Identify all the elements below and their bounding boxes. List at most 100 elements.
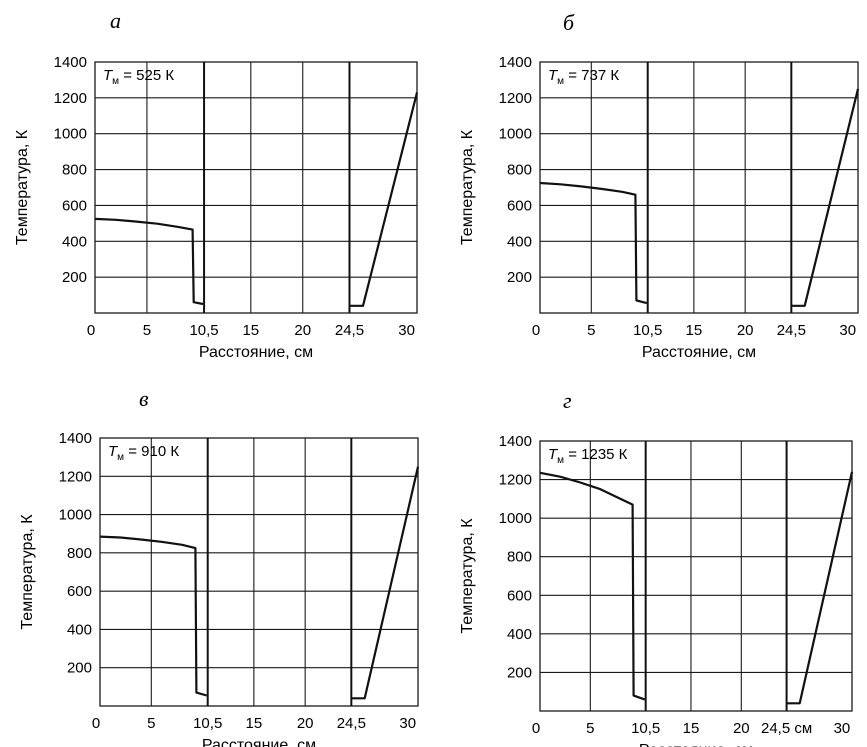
y-tick-label: 400	[507, 233, 532, 250]
x-tick-label: 30	[398, 322, 415, 339]
y-axis-label: Температура, К	[459, 518, 476, 634]
x-tick-label: 0	[532, 322, 540, 339]
plot-frame	[99, 437, 419, 707]
x-tick-label: 15	[686, 322, 703, 339]
x-tick-label: 10,5	[633, 322, 662, 339]
chart-panel-4: г 200 400 600 800 1000 1200 1400 0 5 10,5 15 20 24,5 …	[459, 388, 854, 747]
tm-annotation: Tм = 737 К	[548, 67, 619, 87]
y-tick-label: 800	[507, 549, 532, 566]
y-tick-label: 600	[507, 587, 532, 604]
plot-frame	[94, 61, 418, 314]
y-axis-label: Температура, К	[14, 129, 31, 245]
x-tick-label: 0	[92, 715, 100, 732]
y-tick-label: 600	[67, 583, 92, 600]
x-tick-label: 20	[297, 715, 314, 732]
x-axis-label: Расстояние, см	[199, 344, 313, 361]
tm-value: = 910 К	[124, 443, 179, 460]
y-tick-label: 1400	[59, 430, 92, 447]
y-tick-label: 200	[67, 660, 92, 677]
x-tick-label: 5	[586, 720, 594, 737]
y-axis-label: Температура, К	[459, 129, 476, 245]
panel-letter: б	[563, 10, 575, 35]
temperature-curve-1	[539, 471, 646, 701]
x-tick-label: 20	[737, 322, 754, 339]
temperature-curve-1	[99, 535, 207, 697]
x-tick-label: 5	[143, 322, 151, 339]
temperature-curve-2	[351, 466, 420, 700]
tm-subscript: м	[557, 455, 564, 466]
temperature-curve-2	[786, 471, 854, 705]
y-tick-label: 400	[67, 621, 92, 638]
x-tick-label: 0	[87, 322, 95, 339]
x-tick-label: 24,5	[777, 322, 806, 339]
x-tick-label: 20	[733, 720, 750, 737]
tm-symbol: T	[548, 446, 559, 463]
y-tick-label: 1200	[59, 468, 92, 485]
temperature-curve-1	[539, 181, 647, 305]
x-tick-label: 20	[294, 322, 311, 339]
tm-value: = 525 К	[119, 67, 174, 84]
y-tick-label: 1000	[499, 510, 532, 527]
y-tick-label: 600	[62, 197, 87, 214]
x-tick-label: 15	[683, 720, 700, 737]
x-axis-label: Расстояние, см	[202, 737, 316, 747]
tm-symbol: T	[103, 67, 114, 84]
x-tick-label: 24,5	[335, 322, 364, 339]
tm-value: = 737 К	[564, 67, 619, 84]
tm-value: = 1235 К	[564, 446, 628, 463]
chart-panel-1: а 200 400 600 800 1000 1200 1400 0 5 10,5 15 20 24,5 3…	[14, 8, 419, 361]
tm-subscript: м	[557, 76, 564, 87]
y-tick-label: 200	[62, 269, 87, 286]
y-tick-label: 1000	[59, 507, 92, 524]
y-tick-label: 1200	[499, 472, 532, 489]
panel-letter: в	[139, 386, 149, 411]
y-tick-label: 1000	[499, 126, 532, 143]
plot-frame	[539, 61, 859, 314]
y-tick-label: 1200	[499, 90, 532, 107]
tm-annotation: Tм = 1235 К	[548, 446, 628, 466]
plot-frame	[539, 440, 853, 712]
x-tick-label: 24,5	[337, 715, 366, 732]
y-tick-label: 1400	[499, 433, 532, 450]
tm-annotation: Tм = 525 К	[103, 67, 174, 87]
x-axis-label: Расстояние, см	[642, 344, 756, 361]
panel-letter: а	[110, 8, 121, 33]
y-tick-label: 200	[507, 664, 532, 681]
tm-annotation: Tм = 910 К	[108, 443, 179, 463]
x-tick-label: 30	[834, 720, 851, 737]
y-tick-label: 1400	[499, 54, 532, 71]
x-tick-label: 15	[246, 715, 263, 732]
y-tick-label: 1200	[54, 90, 87, 107]
x-tick-label: 5	[147, 715, 155, 732]
panel-letter: г	[563, 388, 572, 413]
chart-panel-3: в 200 400 600 800 1000 1200 1400 0 5 10,5 15 20 24,5 3…	[19, 386, 420, 747]
x-tick-label: 30	[839, 322, 856, 339]
y-tick-label: 800	[62, 162, 87, 179]
x-tick-label: 15	[242, 322, 259, 339]
y-tick-label: 400	[62, 233, 87, 250]
x-tick-label: 10,5	[631, 720, 660, 737]
y-tick-label: 600	[507, 197, 532, 214]
temperature-curve-2	[791, 88, 860, 307]
chart-panel-2: б 200 400 600 800 1000 1200 1400 0 5 10,5 15 20 24,5 3…	[459, 10, 860, 361]
y-tick-label: 800	[67, 545, 92, 562]
y-tick-label: 1400	[54, 54, 87, 71]
temperature-curve-2	[349, 92, 419, 307]
x-tick-label: 5	[587, 322, 595, 339]
x-tick-label: 10,5	[193, 715, 222, 732]
temperature-curve-1	[94, 217, 204, 306]
tm-subscript: м	[117, 452, 124, 463]
x-tick-label: 10,5	[189, 322, 218, 339]
y-tick-label: 1000	[54, 126, 87, 143]
tm-symbol: T	[548, 67, 559, 84]
y-axis-label: Температура, К	[19, 514, 36, 630]
y-tick-label: 800	[507, 162, 532, 179]
x-tick-label: 0	[532, 720, 540, 737]
x-tick-label: 30	[399, 715, 416, 732]
y-tick-label: 200	[507, 269, 532, 286]
tm-symbol: T	[108, 443, 119, 460]
x-axis-label: Расстояние, см	[639, 742, 753, 747]
y-tick-label: 400	[507, 626, 532, 643]
x-tick-label: 24,5 см	[761, 720, 812, 737]
